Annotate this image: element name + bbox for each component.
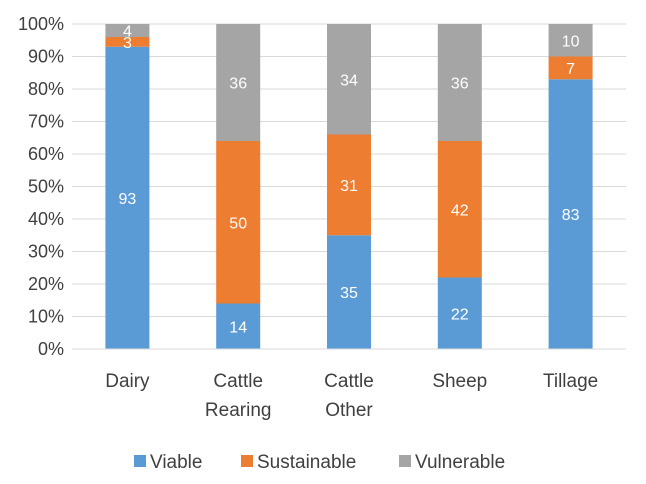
y-tick-label: 70% — [28, 112, 64, 132]
x-tick-label: Cattle Rearing — [205, 371, 272, 421]
data-label: 10 — [562, 33, 580, 50]
data-label: 35 — [340, 285, 358, 302]
data-label: 14 — [229, 319, 247, 336]
y-tick-label: 30% — [28, 242, 64, 262]
data-label: 50 — [229, 215, 247, 232]
data-label: 34 — [340, 72, 358, 89]
y-tick-label: 80% — [28, 79, 64, 99]
x-axis: Dairy Cattle Rearing Cattle Other Sheep Tillag… — [105, 371, 598, 421]
bar-sustainable — [327, 134, 371, 236]
legend-item-vulnerable: Vulnerable — [399, 452, 505, 473]
data-label: 4 — [123, 24, 132, 41]
bar-sustainable — [105, 37, 150, 47]
bar-viable — [216, 303, 261, 349]
legend-swatch — [399, 455, 411, 467]
y-tick-label: 50% — [28, 177, 64, 197]
legend-swatch — [241, 455, 253, 467]
data-label: 31 — [340, 178, 358, 195]
bar-vulnerable — [105, 24, 150, 37]
data-label: 83 — [562, 207, 580, 224]
legend-label: Viable — [150, 452, 202, 473]
bar-sustainable — [437, 141, 482, 278]
legend-swatch — [134, 455, 146, 467]
y-tick-label: 100% — [18, 14, 64, 34]
y-tick-label: 10% — [28, 307, 64, 327]
bar-vulnerable — [327, 24, 371, 135]
bar-viable — [437, 277, 482, 349]
x-tick-label: Tillage — [543, 371, 598, 392]
y-axis: 0% 10% 20% 30% 40% 50% 60% 70% 80% 90% 100% — [18, 14, 64, 359]
legend-label: Sustainable — [257, 452, 356, 473]
bar-vulnerable — [437, 24, 482, 141]
bar-sustainable — [216, 141, 261, 304]
y-tick-label: 0% — [38, 339, 64, 359]
x-tick-label: Cattle Other — [324, 371, 374, 421]
bar-viable — [548, 79, 593, 349]
x-tick-label: Dairy — [105, 371, 150, 392]
bars — [105, 24, 593, 349]
legend-item-viable: Viable — [134, 452, 202, 473]
data-labels: 93 34 14 50 36 35 31 34 22 42 36 83 7 10 — [119, 24, 580, 337]
data-label: 42 — [451, 202, 469, 219]
y-tick-label: 60% — [28, 144, 64, 164]
y-tick-label: 20% — [28, 274, 64, 294]
data-label: 7 — [566, 61, 575, 78]
legend-item-sustainable: Sustainable — [241, 452, 356, 473]
data-label: 36 — [451, 76, 469, 93]
bar-viable — [327, 235, 371, 349]
data-label: 93 — [119, 191, 137, 208]
bar-vulnerable — [216, 24, 261, 141]
y-tick-label: 40% — [28, 209, 64, 229]
legend-label: Vulnerable — [415, 452, 505, 473]
bar-sustainable — [548, 56, 593, 80]
y-tick-label: 90% — [28, 47, 64, 67]
bar-viable — [105, 46, 150, 349]
data-label: 3 — [123, 35, 132, 52]
x-tick-label: Sheep — [432, 371, 487, 392]
bar-vulnerable — [548, 24, 593, 57]
data-label: 22 — [451, 306, 469, 323]
data-label: 36 — [229, 76, 247, 93]
legend: Viable Sustainable Vulnerable — [134, 452, 505, 473]
